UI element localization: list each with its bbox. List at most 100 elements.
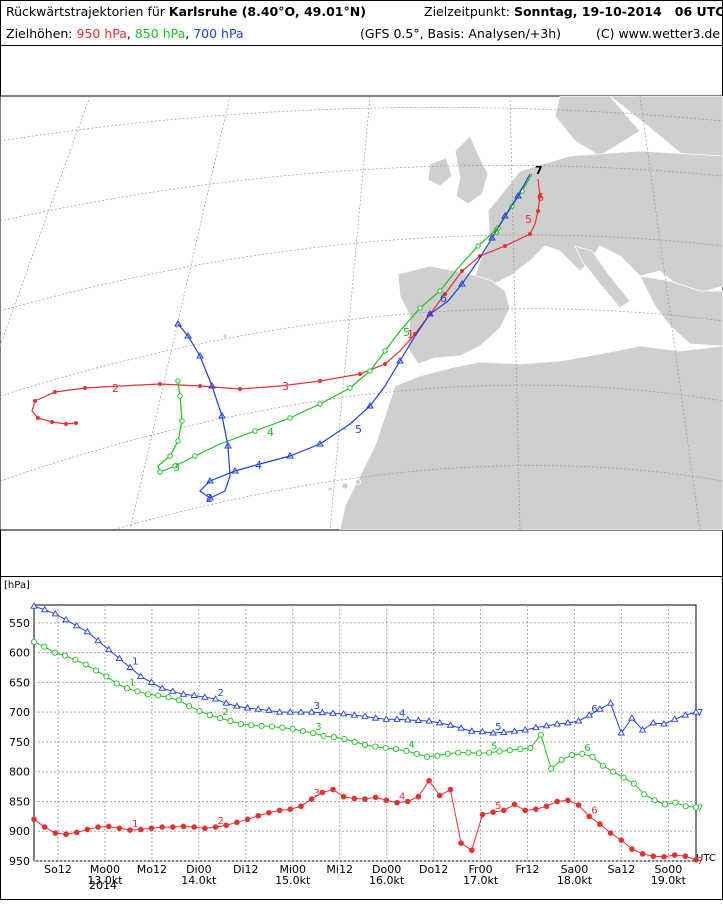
levels-line: Zielhöhen: 950 hPa, 850 hPa, 700 hPa — [6, 26, 244, 41]
copyright: (C) www.wetter3.de — [596, 26, 721, 41]
series-point — [506, 747, 513, 754]
series-day-label: 1 — [132, 819, 138, 830]
series-point — [682, 853, 689, 860]
location: Karlsruhe (8.40°O, 49.01°N) — [168, 4, 366, 19]
target-label: Zielzeitpunkt: — [424, 4, 510, 19]
pressure-chart: [hPa] UTC 2014 550 600 650 700 750 800 850 900 9… — [4, 580, 716, 892]
series-point — [330, 786, 336, 793]
land-masses — [222, 96, 723, 530]
x-tick-label: So00 — [654, 863, 682, 876]
series-point — [147, 678, 156, 685]
series-point — [201, 693, 209, 700]
series-point — [542, 721, 551, 729]
series-point — [52, 830, 59, 836]
series-point — [170, 824, 176, 830]
map-blue-label-6: 6 — [440, 292, 447, 305]
series-day-label: 6 — [591, 805, 597, 816]
series-point — [424, 753, 431, 760]
series-point — [165, 694, 172, 701]
map-red-label-2: 2 — [112, 382, 119, 395]
series-point — [372, 743, 379, 750]
series-point — [41, 643, 48, 650]
header: Rückwärtstrajektorien für Karlsruhe (8.4… — [0, 0, 723, 46]
series-point — [341, 735, 348, 743]
series-point — [266, 809, 272, 816]
series-point — [606, 699, 615, 706]
x-tick-label: Mi00 — [279, 863, 306, 876]
series-point — [254, 705, 263, 712]
series-point — [310, 729, 317, 737]
series-point — [307, 708, 316, 715]
x-tick-label: Mo00 — [90, 863, 120, 876]
x-tick-date-label: 18.0kt — [557, 874, 593, 887]
series-point — [179, 690, 188, 697]
chart-plot-area — [33, 604, 697, 862]
series-point — [158, 684, 166, 691]
y-tick-label: 750 — [9, 736, 30, 749]
series-point — [579, 750, 586, 757]
series-point — [489, 729, 497, 736]
series-point — [692, 708, 700, 715]
series-point — [393, 715, 401, 722]
y-tick-label: 850 — [9, 795, 30, 808]
series-point — [434, 752, 441, 759]
series-point — [126, 663, 134, 670]
series-point — [361, 712, 369, 719]
map-red-label-6: 6 — [537, 191, 544, 204]
series-day-label: 4 — [399, 792, 405, 803]
series-day-label: 4 — [408, 740, 414, 751]
series-day-label: 2 — [218, 688, 224, 699]
series-point — [237, 721, 244, 728]
series-point — [455, 749, 462, 756]
map-panel: 7 1 2 3 5 6 5 6 4 3 6 5 4 2 — [0, 46, 723, 577]
series-point — [286, 708, 295, 715]
series-point — [340, 793, 347, 800]
land-italy — [574, 245, 631, 309]
series-day-label: 6 — [584, 743, 590, 754]
series-point — [558, 756, 565, 763]
x-tick-label: Sa00 — [561, 863, 589, 876]
series-point — [361, 741, 369, 748]
series-point — [350, 711, 359, 718]
series-point — [217, 715, 224, 722]
series-point — [447, 786, 454, 793]
series-end-label: 7 — [697, 803, 703, 814]
series-day-label: 2 — [222, 707, 228, 718]
series-point — [532, 723, 540, 731]
series-point — [116, 825, 123, 832]
series-point — [692, 804, 700, 811]
series-point — [30, 602, 38, 609]
series-day-label: 4 — [399, 708, 405, 719]
series-point — [40, 605, 49, 613]
land-balkans — [639, 275, 723, 347]
target-line: Zielzeitpunkt: Sonntag, 19-10-2014 06 UT… — [424, 4, 723, 19]
series-day-label: 5 — [491, 742, 497, 753]
series-point — [105, 823, 112, 830]
series-point — [279, 724, 286, 731]
y-tick-label: 650 — [9, 676, 30, 689]
map-red-label-5: 5 — [525, 213, 532, 226]
series-point — [298, 803, 304, 810]
series-point — [486, 749, 493, 756]
series-point — [148, 825, 155, 832]
series-point — [435, 719, 444, 726]
series-day-label: 3 — [315, 722, 321, 733]
title-prefix: Rückwärtstrajektorien für — [6, 4, 165, 19]
series-point — [479, 811, 486, 818]
map-end-label: 7 — [535, 164, 543, 177]
chart-year-label: 2014 — [89, 879, 117, 892]
x-tick-label: Di00 — [186, 863, 212, 876]
series-point — [392, 746, 400, 753]
series-point — [628, 714, 636, 721]
x-tick-label: Mo12 — [137, 863, 167, 876]
series-point — [382, 744, 389, 751]
series-point — [618, 837, 625, 843]
series-point — [490, 809, 496, 815]
series-point — [444, 750, 451, 757]
series-point — [501, 807, 507, 814]
series-point — [318, 708, 327, 716]
series-point — [617, 729, 626, 736]
series-end-label: 7 — [697, 856, 703, 867]
series-point — [94, 636, 102, 644]
target-time: Sonntag, 19-10-2014 06 UTC — [513, 4, 723, 19]
